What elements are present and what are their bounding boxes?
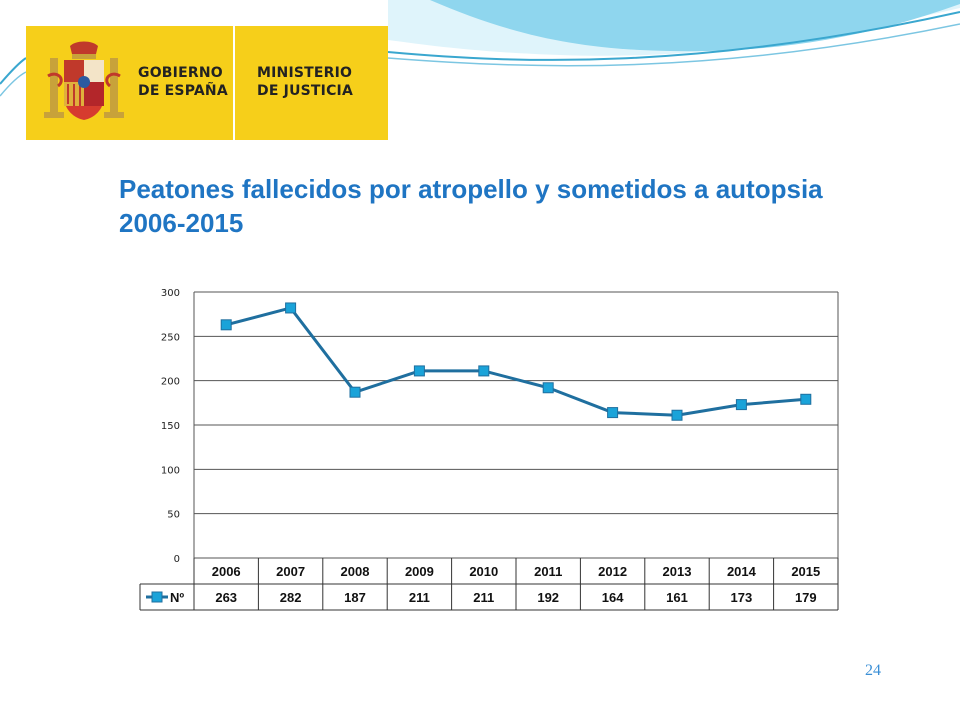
logo-text-ministerio: MINISTERIO (257, 65, 353, 81)
page-number: 24 (865, 662, 881, 679)
government-logo: GOBIERNO DE ESPAÑA MINISTERIO DE JUSTICI… (26, 26, 388, 140)
data-point (671, 409, 683, 421)
x-category-label: 2011 (534, 564, 562, 579)
logo-text-justicia: DE JUSTICIA (257, 83, 353, 99)
table-value: 173 (731, 590, 753, 605)
legend-marker (151, 591, 163, 603)
x-category-label: 2015 (791, 564, 820, 579)
y-tick-label: 100 (161, 465, 180, 476)
table-value: 282 (280, 590, 302, 605)
table-value: 187 (344, 590, 366, 605)
x-category-label: 2008 (341, 564, 370, 579)
coat-of-arms-icon (44, 41, 124, 120)
x-category-label: 2010 (469, 564, 498, 579)
y-tick-label: 250 (161, 332, 180, 343)
table-value: 161 (666, 590, 688, 605)
table-value: 179 (795, 590, 817, 605)
y-tick-label: 0 (174, 554, 180, 565)
data-point (542, 382, 554, 394)
table-value: 164 (602, 590, 624, 605)
data-point (285, 302, 297, 314)
table-value: 211 (473, 590, 494, 605)
x-category-label: 2007 (276, 564, 305, 579)
logo-text-espana: DE ESPAÑA (138, 83, 228, 99)
y-tick-label: 300 (161, 288, 180, 299)
data-point (607, 407, 619, 419)
logo-divider (233, 26, 235, 140)
data-point (413, 365, 425, 377)
data-point (349, 386, 361, 398)
x-category-label: 2013 (663, 564, 692, 579)
x-category-label: 2014 (727, 564, 757, 579)
table-value: 192 (537, 590, 559, 605)
logo-text-gobierno: GOBIERNO (138, 65, 223, 81)
data-point (800, 393, 812, 405)
y-tick-label: 50 (167, 510, 180, 521)
y-tick-label: 200 (161, 377, 180, 388)
legend-series-name: Nº (170, 590, 184, 605)
x-category-label: 2009 (405, 564, 434, 579)
x-category-label: 2012 (598, 564, 627, 579)
x-category-label: 2006 (212, 564, 241, 579)
y-tick-label: 150 (161, 421, 180, 432)
data-point (735, 399, 747, 411)
table-value: 211 (409, 590, 430, 605)
series-line (225, 306, 806, 417)
data-point (478, 365, 490, 377)
data-point (220, 319, 232, 331)
decorative-waves (0, 0, 960, 97)
slide-title: Peatones fallecidos por atropello y some… (119, 174, 823, 238)
table-value: 263 (215, 590, 237, 605)
